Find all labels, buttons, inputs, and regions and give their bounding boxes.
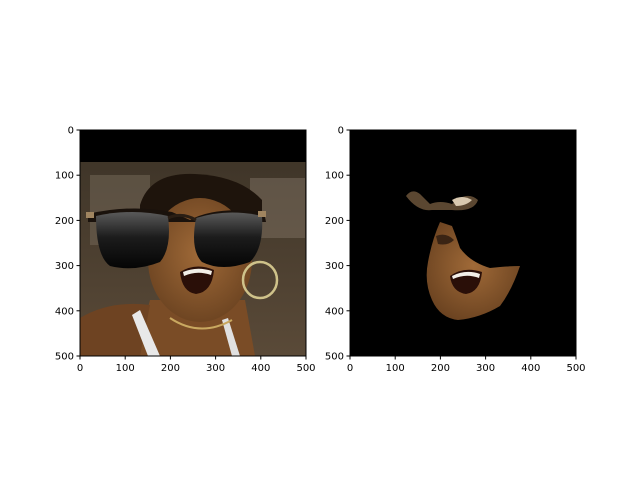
top-black-band — [80, 130, 306, 162]
right-x-tick-label: 0 — [347, 363, 353, 374]
left-x-tick-label: 300 — [206, 363, 225, 374]
left-y-tick-label: 200 — [55, 216, 74, 227]
left-earring — [241, 260, 279, 300]
left-y-tick-label: 400 — [55, 306, 74, 317]
right-axes-frame — [349, 129, 577, 357]
left-y-tick-label: 0 — [68, 126, 74, 137]
sunglasses — [86, 208, 266, 269]
right-image — [350, 130, 576, 356]
right-y-tick-label: 400 — [325, 306, 344, 317]
right-axes: 0 100 200 300 400 500 0 100 200 300 400 500 — [325, 126, 586, 375]
left-y-tick-label: 300 — [55, 261, 74, 272]
right-y-tick-label: 100 — [325, 171, 344, 182]
right-y-ticks: 0 100 200 300 400 500 — [325, 126, 350, 363]
left-x-tick-label: 100 — [116, 363, 135, 374]
left-axes-frame — [79, 129, 307, 357]
right-y-tick-label: 500 — [325, 352, 344, 363]
right-x-ticks: 0 100 200 300 400 500 — [347, 356, 586, 374]
right-y-tick-label: 200 — [325, 216, 344, 227]
left-x-tick-label: 200 — [161, 363, 180, 374]
right-x-tick-label: 100 — [386, 363, 405, 374]
right-y-tick-label: 300 — [325, 261, 344, 272]
left-image — [80, 130, 306, 356]
right-x-tick-label: 500 — [566, 363, 585, 374]
left-y-tick-label: 100 — [55, 171, 74, 182]
left-axes: 0 100 200 300 400 500 0 100 200 300 400 500 — [55, 126, 316, 375]
left-y-tick-label: 500 — [55, 352, 74, 363]
left-x-ticks: 0 100 200 300 400 500 — [77, 356, 316, 374]
left-x-tick-label: 400 — [251, 363, 270, 374]
right-x-tick-label: 200 — [431, 363, 450, 374]
right-x-tick-label: 400 — [521, 363, 540, 374]
right-y-tick-label: 0 — [338, 126, 344, 137]
right-x-tick-label: 300 — [476, 363, 495, 374]
left-y-ticks: 0 100 200 300 400 500 — [55, 126, 80, 363]
left-x-tick-label: 500 — [296, 363, 315, 374]
left-x-tick-label: 0 — [77, 363, 83, 374]
